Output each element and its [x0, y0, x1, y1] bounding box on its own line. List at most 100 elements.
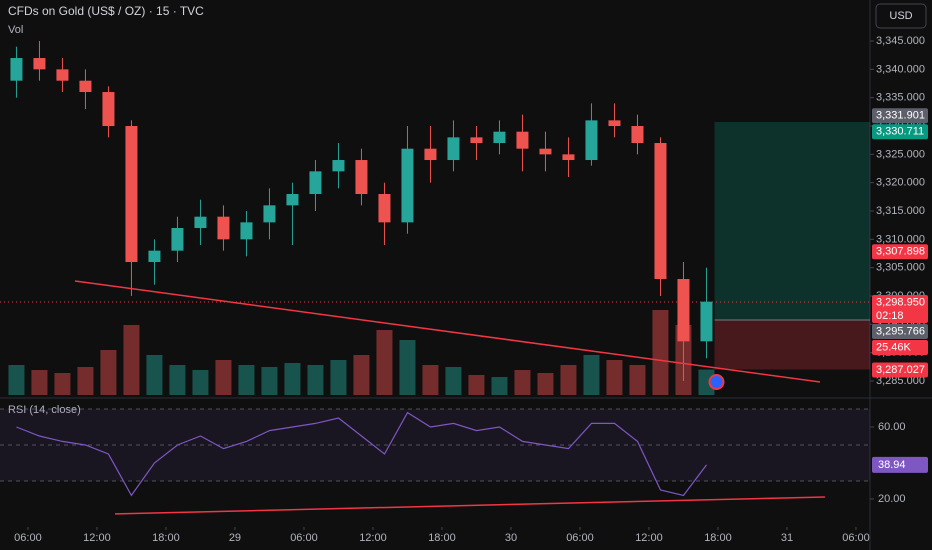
volume-bar — [146, 355, 163, 395]
y-tick-label: 3,325.000 — [876, 148, 925, 160]
volume-bar — [422, 365, 439, 395]
price-label: 3,307.898 — [876, 246, 925, 258]
candle-body — [424, 148, 437, 161]
candle-body — [309, 171, 322, 195]
y-tick-label: 3,320.000 — [876, 177, 925, 189]
volume-bar — [284, 363, 301, 395]
y-tick-label: 3,345.000 — [876, 35, 925, 47]
x-tick-label: 18:00 — [428, 532, 456, 544]
candle-body — [79, 80, 92, 93]
y-tick-label: 3,340.000 — [876, 63, 925, 75]
x-tick-label: 29 — [229, 532, 241, 544]
candle-body — [102, 92, 115, 127]
candle-body — [332, 160, 345, 172]
countdown: 02:18 — [876, 310, 904, 322]
volume-bar — [100, 350, 117, 395]
target-zone — [714, 121, 870, 321]
candle-body — [516, 131, 529, 149]
candle-body — [286, 194, 299, 206]
rsi-last-label: 38.94 — [878, 459, 906, 471]
candle-body — [125, 126, 138, 263]
candle-body — [194, 216, 207, 229]
x-tick-label: 18:00 — [152, 532, 180, 544]
y-tick-label: 3,305.000 — [876, 262, 925, 274]
price-label-box — [872, 362, 928, 378]
volume-bar — [353, 355, 370, 395]
candle-body — [171, 228, 184, 251]
event-flag — [708, 374, 725, 390]
candle-body — [447, 137, 460, 161]
candle-body — [33, 58, 46, 70]
rsi-tick-label: 60.00 — [878, 421, 906, 433]
volume-bar — [215, 360, 232, 395]
price-label-box — [872, 124, 928, 140]
y-tick-label: 3,315.000 — [876, 205, 925, 217]
y-tick-label: 3,285.000 — [876, 375, 925, 387]
candle-body — [562, 154, 575, 161]
candle-body — [378, 194, 391, 223]
x-tick-label: 06:00 — [290, 532, 318, 544]
stop-zone — [714, 320, 870, 370]
volume-bar — [330, 360, 347, 395]
volume-bar — [169, 365, 186, 395]
volume-bar — [123, 325, 140, 395]
candle-body — [355, 160, 368, 195]
volume-bar — [238, 365, 255, 395]
x-tick-label: 30 — [505, 532, 517, 544]
volume-bar — [629, 365, 646, 395]
candle-body — [56, 69, 69, 81]
volume-bar — [514, 370, 531, 395]
candle-body — [539, 148, 552, 155]
price-label-box — [872, 294, 928, 323]
rsi-title: RSI (14, close) — [8, 404, 81, 416]
volume-bar — [491, 377, 508, 395]
candle-body — [654, 143, 667, 280]
volume-bar — [399, 340, 416, 395]
rsi-line — [16, 411, 707, 497]
x-tick-label: 06:00 — [14, 532, 42, 544]
rsi-last-box — [872, 456, 928, 473]
rsi-tick-label: 20.00 — [878, 493, 906, 505]
candle-body — [10, 58, 23, 81]
volume-bar — [537, 373, 554, 395]
x-tick-label: 31 — [781, 532, 793, 544]
volume-bar — [261, 367, 278, 395]
candle-body — [470, 137, 483, 144]
price-label-box — [872, 244, 928, 260]
price-label: 3,331.901 — [876, 110, 925, 122]
candle-body — [493, 131, 506, 144]
candle-body — [700, 301, 713, 342]
volume-bar — [31, 370, 48, 395]
volume-bar — [376, 330, 393, 395]
candle-body — [677, 279, 690, 342]
y-tick-label: 3,335.000 — [876, 92, 925, 104]
x-tick-label: 18:00 — [704, 532, 732, 544]
volume-label: 25.46K — [876, 341, 912, 353]
candle-body — [263, 205, 276, 223]
x-tick-label: 06:00 — [566, 532, 594, 544]
volume-bar — [583, 355, 600, 395]
currency[interactable]: USD — [889, 10, 912, 22]
volume-bar — [698, 369, 715, 395]
volume-bar — [192, 370, 209, 395]
price-label-box — [872, 323, 928, 339]
x-tick-label: 12:00 — [359, 532, 387, 544]
x-tick-label: 12:00 — [635, 532, 663, 544]
x-tick-label: 06:00 — [842, 532, 870, 544]
volume-bar — [54, 373, 71, 395]
price-label-box — [872, 108, 928, 124]
candle-body — [240, 222, 253, 240]
rsi-trendline — [114, 496, 825, 515]
volume-bar — [307, 365, 324, 395]
candle-body — [631, 126, 644, 144]
candle-body — [148, 250, 161, 263]
chart-title: CFDs on Gold (US$ / OZ) · 15 · TVC — [8, 4, 204, 18]
y-tick-label: 3,310.000 — [876, 233, 925, 245]
volume-bar — [560, 365, 577, 395]
currency-button[interactable] — [875, 3, 927, 29]
volume-bar — [8, 365, 25, 395]
price-label: 3,298.950 — [876, 296, 925, 308]
x-tick-label: 12:00 — [83, 532, 111, 544]
